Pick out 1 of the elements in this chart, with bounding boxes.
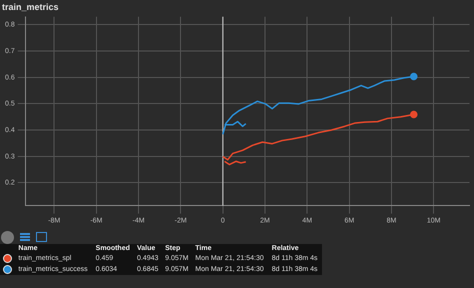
chart-title: train_metrics: [2, 2, 59, 12]
